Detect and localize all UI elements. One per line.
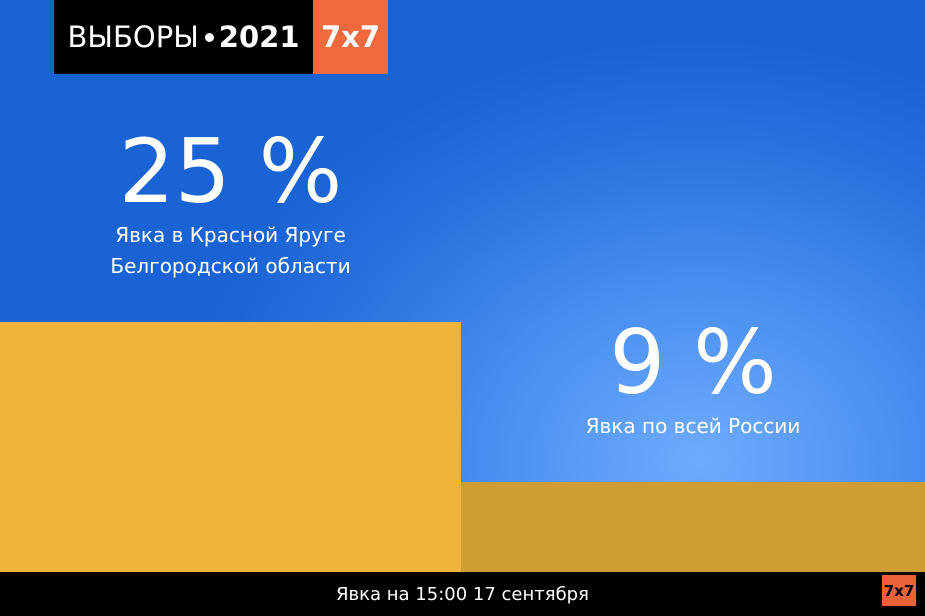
footer-logo: 7x7 — [882, 575, 916, 606]
category-label: Явка по всей России — [585, 414, 801, 438]
bullet — [204, 32, 214, 42]
value-label: 9 % — [609, 311, 777, 414]
brand-title: ВЫБОРЫ — [67, 20, 199, 54]
value-label: 25 % — [118, 120, 343, 223]
category-label: Явка в Красной Яруге Белгородской област… — [110, 223, 351, 278]
bar-label: 25 % Явка в Красной Яруге Белгородской об… — [0, 124, 461, 282]
bar-label: 9 % Явка по всей России — [461, 315, 925, 442]
brand: ВЫБОРЫ 2021 — [54, 0, 313, 74]
bar — [0, 322, 461, 572]
logo: 7x7 — [313, 0, 388, 74]
footer: Явка на 15:00 17 сентября — [0, 572, 925, 616]
brand-year: 2021 — [218, 20, 300, 54]
bar — [461, 482, 925, 572]
